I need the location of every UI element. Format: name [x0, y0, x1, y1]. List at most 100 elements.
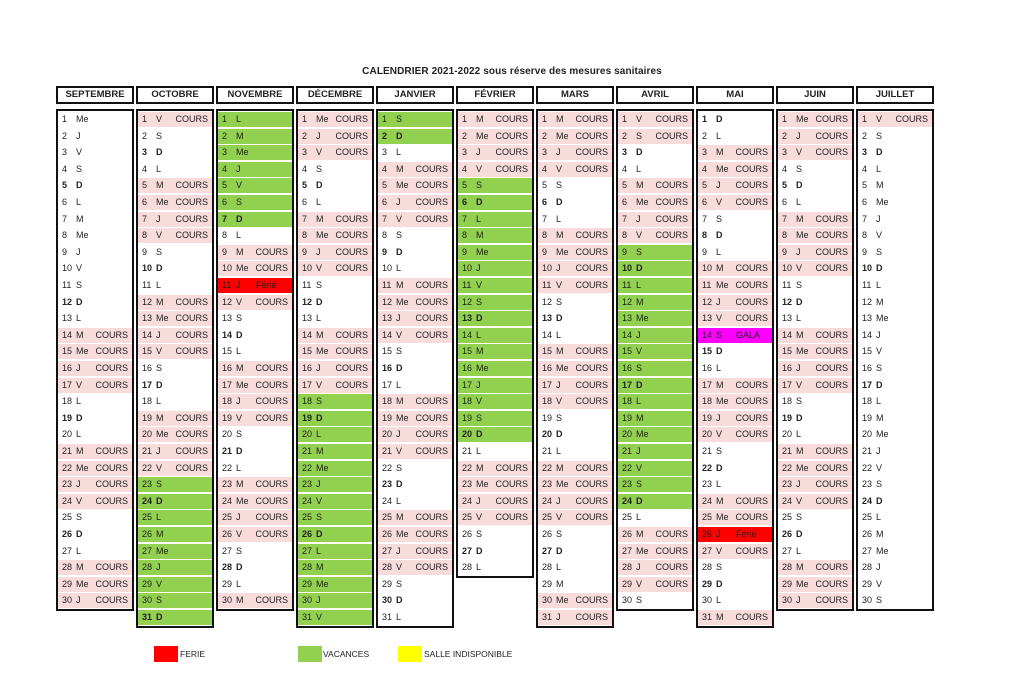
day-number: 4 — [622, 163, 628, 174]
day-event: COURS — [335, 379, 368, 390]
weekday-letter: L — [396, 263, 402, 274]
day-event: COURS — [735, 412, 768, 423]
weekday-letter: S — [476, 296, 483, 307]
day-cell: 27 Me COURS — [618, 543, 692, 559]
day-number: 6 — [862, 197, 868, 207]
weekday-letter: M — [636, 296, 644, 307]
day-number: 25 — [702, 512, 713, 523]
day-cell: 31 J COURS — [538, 610, 612, 625]
weekday-letter: M — [156, 296, 164, 307]
weekday-letter: S — [156, 479, 163, 490]
weekday-letter: S — [156, 363, 163, 373]
day-number: 28 — [62, 562, 73, 573]
day-number: 2 — [782, 130, 788, 141]
day-cell: 16 L — [698, 361, 772, 376]
day-number: 1 — [382, 114, 388, 124]
day-number: 17 — [462, 379, 473, 390]
day-cell: 15 L — [218, 344, 292, 360]
day-event: COURS — [575, 612, 608, 622]
day-cell: 30 D — [378, 593, 452, 609]
day-event: COURS — [735, 512, 768, 523]
calendar-title: CALENDRIER 2021-2022 sous réserve des me… — [362, 66, 662, 77]
day-event: COURS — [175, 346, 208, 357]
weekday-letter: J — [556, 495, 561, 506]
weekday-letter: Me — [876, 545, 889, 556]
weekday-letter: Me — [476, 479, 489, 490]
day-number: 14 — [302, 329, 313, 340]
weekday-letter: S — [76, 280, 83, 290]
day-number: 17 — [782, 379, 793, 390]
month-days: 1 D 2 L 3 M COURS 4 Me COURS 5 J COURS 6 V COURS 7 S 8 D 9 L 1… — [696, 109, 774, 628]
day-number: 8 — [702, 230, 708, 241]
weekday-letter: D — [716, 114, 723, 124]
day-cell: 24 V COURS — [778, 493, 852, 509]
day-number: 5 — [702, 180, 708, 191]
day-cell: 20 Me — [618, 427, 692, 443]
day-cell: 31 D — [138, 610, 212, 625]
day-cell: 29 V COURS — [618, 576, 692, 592]
day-number: 16 — [462, 363, 473, 373]
day-cell: 11 L — [618, 278, 692, 293]
day-number: 9 — [542, 246, 548, 257]
day-number: 13 — [702, 313, 713, 324]
weekday-letter: V — [156, 346, 163, 357]
day-number: 21 — [62, 446, 73, 456]
day-number: 2 — [382, 130, 388, 141]
day-event: COURS — [735, 180, 768, 191]
weekday-letter: V — [236, 529, 243, 539]
weekday-letter: M — [876, 296, 884, 307]
month-column: JUIN 1 Me COURS 2 J COURS 3 V COURS 4 S 5 D 6 L 7 M COURS 8… — [776, 86, 854, 628]
day-number: 3 — [702, 147, 708, 158]
day-number: 5 — [862, 180, 868, 191]
weekday-letter: D — [716, 462, 723, 473]
weekday-letter: J — [236, 163, 241, 174]
weekday-letter: S — [396, 114, 403, 124]
day-event: COURS — [655, 578, 688, 589]
day-cell: 10 J COURS — [538, 261, 612, 277]
day-number: 5 — [382, 180, 388, 191]
day-number: 10 — [862, 263, 873, 274]
day-cell: 18 S — [298, 394, 372, 410]
day-number: 13 — [222, 313, 233, 324]
day-cell: 23 Me COURS — [458, 477, 532, 493]
day-event: COURS — [415, 545, 448, 556]
day-cell: 12 V COURS — [218, 294, 292, 310]
day-number: 4 — [222, 163, 228, 174]
day-number: 10 — [62, 263, 73, 274]
day-cell: 24 D — [858, 493, 932, 509]
day-cell: 10 D — [618, 261, 692, 277]
day-cell: 26 J Férié — [698, 527, 772, 542]
day-event: COURS — [335, 363, 368, 373]
day-cell: 10 D — [858, 261, 932, 277]
day-number: 12 — [222, 296, 233, 307]
day-number: 12 — [302, 296, 313, 307]
weekday-letter: M — [796, 329, 804, 340]
weekday-letter: S — [796, 396, 803, 407]
day-number: 28 — [782, 562, 793, 573]
weekday-letter: J — [396, 313, 401, 324]
day-cell: 30 Me COURS — [538, 593, 612, 609]
weekday-letter: J — [76, 246, 81, 257]
day-event: COURS — [735, 545, 768, 556]
day-cell: 19 V COURS — [218, 410, 292, 426]
day-event: COURS — [335, 263, 368, 274]
day-number: 27 — [622, 545, 633, 556]
weekday-letter: Me — [316, 114, 329, 124]
day-cell: 21 L — [458, 444, 532, 459]
day-event: COURS — [495, 114, 528, 124]
day-cell: 9 M COURS — [218, 244, 292, 260]
day-cell: 9 J COURS — [298, 244, 372, 260]
day-number: 30 — [302, 595, 313, 606]
day-event: COURS — [735, 147, 768, 158]
weekday-letter: Me — [76, 230, 89, 241]
day-cell: 27 D — [538, 543, 612, 559]
day-number: 13 — [862, 313, 873, 324]
day-number: 31 — [382, 612, 393, 622]
day-event: COURS — [255, 396, 288, 407]
day-number: 20 — [462, 429, 473, 440]
day-cell: 15 D — [698, 344, 772, 360]
